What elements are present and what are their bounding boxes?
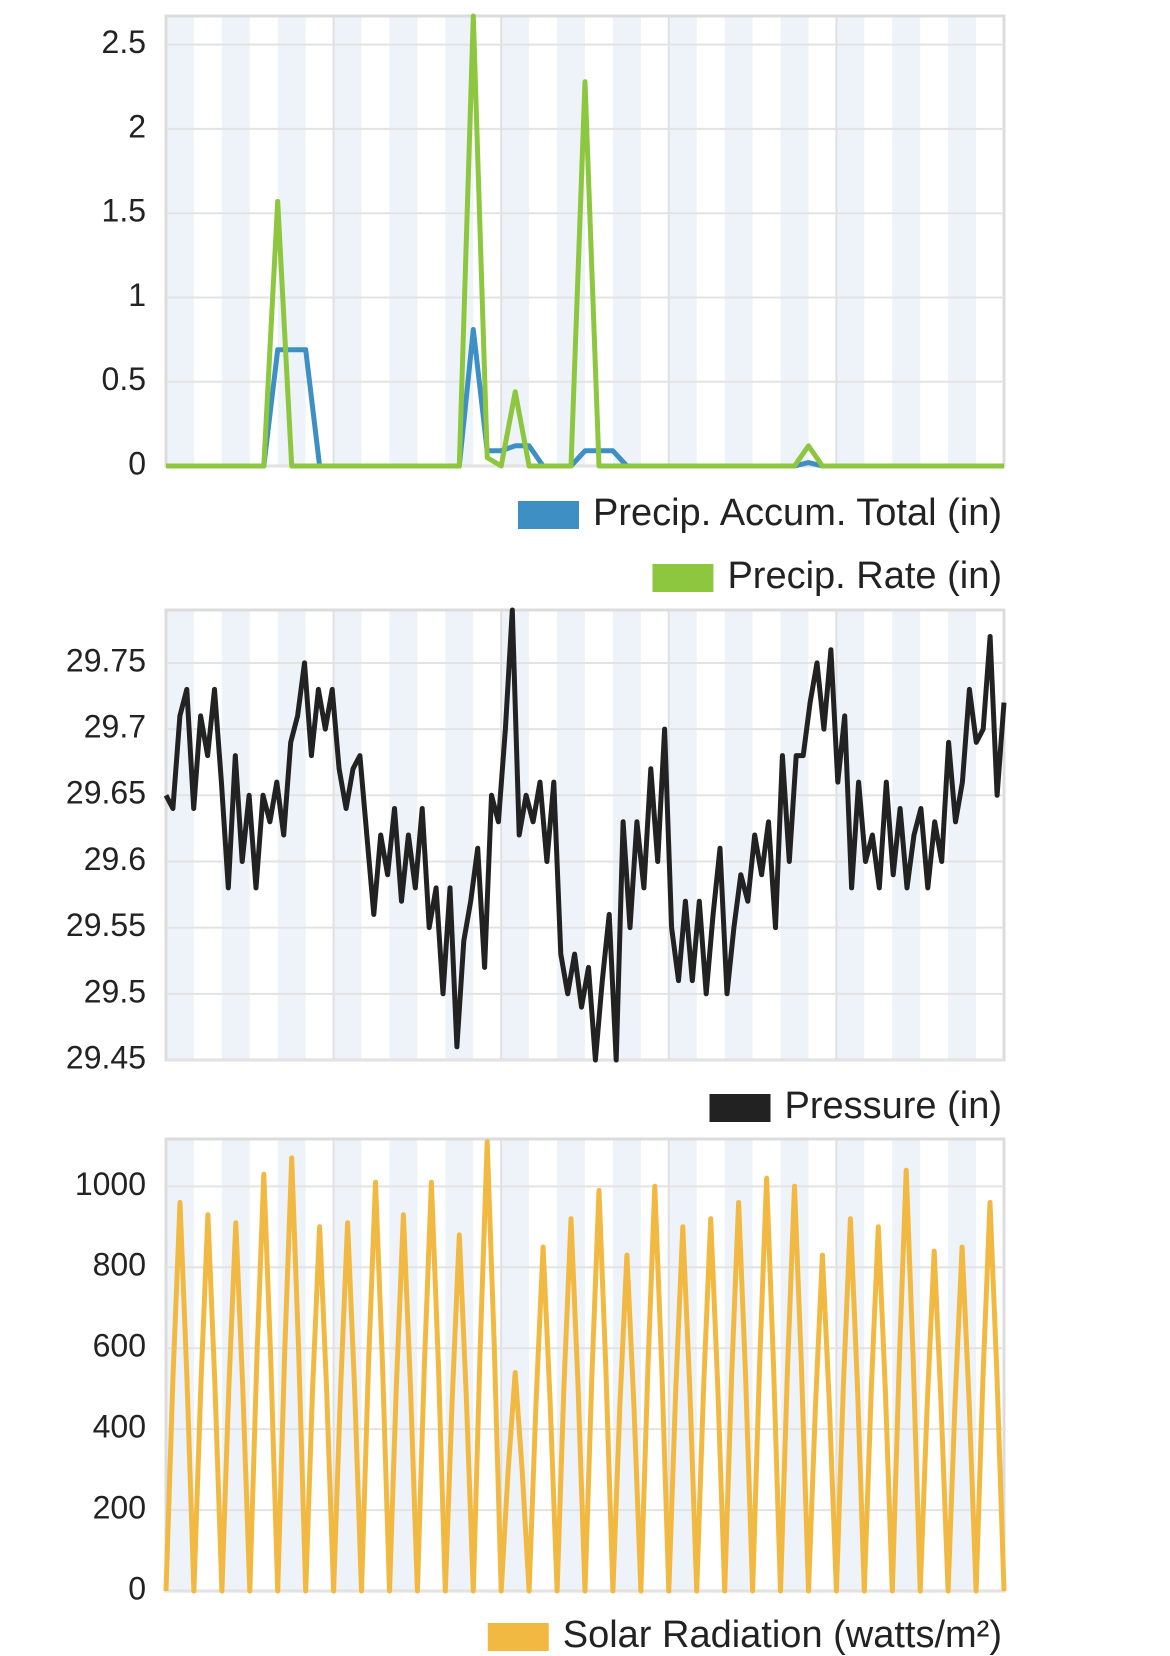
y-tick-label: 0.5: [102, 361, 146, 397]
background-band: [166, 16, 194, 466]
y-tick-label: 1: [128, 277, 146, 313]
legend-swatch: [652, 564, 714, 592]
background-band: [333, 610, 362, 1060]
legend-swatch: [487, 1623, 549, 1651]
background-band: [221, 16, 250, 466]
background-band: [277, 16, 306, 466]
y-tick-label: 0: [128, 1570, 146, 1606]
background-band: [333, 16, 362, 466]
legend-label: Precip. Rate (in): [727, 555, 1002, 597]
y-tick-label: 29.65: [66, 775, 146, 811]
background-band: [668, 610, 697, 1060]
y-tick-label: 29.5: [84, 973, 146, 1009]
y-tick-label: 29.55: [66, 907, 146, 943]
legend-label: Pressure (in): [785, 1085, 1003, 1127]
series-line: [166, 13, 1004, 469]
y-tick-label: 29.75: [66, 642, 146, 678]
y-tick-label: 800: [93, 1247, 146, 1283]
y-tick-label: 2: [128, 108, 146, 144]
series-line: [163, 607, 1007, 1063]
background-band: [948, 16, 977, 466]
y-tick-label: 200: [93, 1490, 146, 1526]
y-tick-label: 600: [93, 1328, 146, 1364]
background-band: [780, 610, 809, 1060]
series-line: [163, 1139, 1007, 1594]
y-tick-label: 1.5: [102, 193, 146, 229]
background-band: [724, 16, 753, 466]
background-band: [612, 16, 641, 466]
legend-swatch: [517, 501, 579, 529]
background-band: [668, 16, 697, 466]
background-band: [892, 16, 921, 466]
y-tick-label: 29.7: [84, 709, 146, 745]
background-band: [780, 16, 809, 466]
legend-label: Precip. Accum. Total (in): [593, 492, 1002, 534]
background-band: [389, 16, 418, 466]
y-tick-label: 400: [93, 1409, 146, 1445]
background-band: [166, 610, 194, 1060]
legend-label: Solar Radiation (watts/m²): [563, 1614, 1002, 1656]
legend-swatch: [709, 1094, 771, 1122]
y-tick-label: 2.5: [102, 24, 146, 60]
y-tick-label: 1000: [75, 1166, 146, 1202]
background-band: [948, 610, 977, 1060]
background-band: [836, 16, 865, 466]
y-tick-label: 29.6: [84, 841, 146, 877]
y-tick-label: 29.45: [66, 1039, 146, 1075]
y-tick-label: 0: [128, 445, 146, 481]
